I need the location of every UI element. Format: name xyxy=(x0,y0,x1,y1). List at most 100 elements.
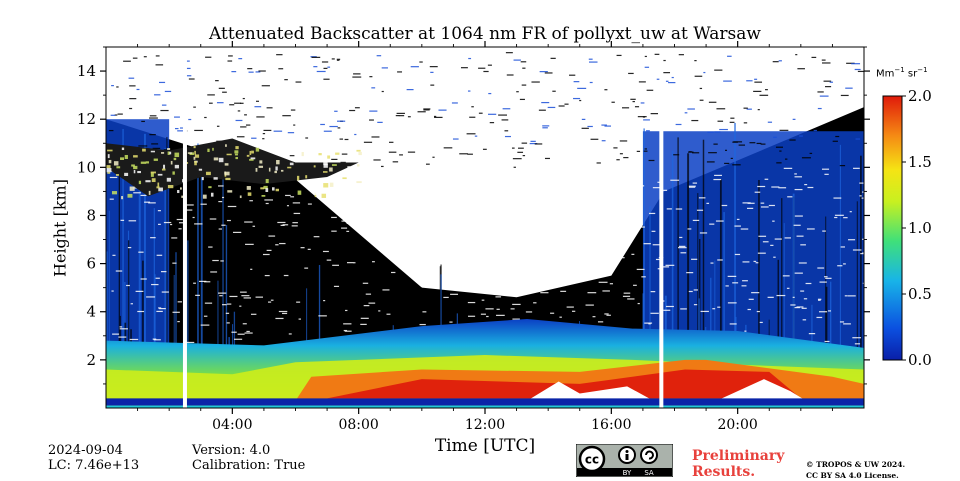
noise-speckle xyxy=(712,308,715,309)
noise-speckle xyxy=(215,80,219,81)
noise-speckle xyxy=(247,68,252,69)
noise-speckle xyxy=(229,296,237,297)
noise-speckle xyxy=(283,224,289,225)
noise-speckle xyxy=(587,126,592,127)
noise-speckle xyxy=(840,321,844,322)
cirrus-speckle xyxy=(142,149,146,152)
signal-streak xyxy=(687,153,689,360)
noise-speckle xyxy=(159,308,166,309)
noise-speckle xyxy=(249,72,254,73)
noise-speckle xyxy=(700,88,702,89)
noise-speckle xyxy=(317,71,326,72)
cirrus-speckle xyxy=(251,157,256,159)
noise-speckle xyxy=(150,237,156,238)
noise-speckle xyxy=(775,238,782,239)
calibration-label: Calibration: True xyxy=(192,458,305,473)
noise-speckle xyxy=(569,75,575,76)
noise-speckle xyxy=(735,254,740,255)
noise-speckle xyxy=(156,55,160,56)
noise-speckle xyxy=(356,194,362,195)
noise-speckle xyxy=(380,226,383,227)
noise-speckle xyxy=(604,125,611,126)
signal-streak xyxy=(672,151,674,360)
noise-speckle xyxy=(606,315,610,316)
noise-speckle xyxy=(645,67,649,68)
noise-speckle xyxy=(121,220,125,221)
noise-speckle xyxy=(516,91,519,92)
noise-speckle xyxy=(120,328,128,329)
noise-speckle xyxy=(221,225,225,226)
noise-speckle xyxy=(222,304,227,305)
noise-speckle xyxy=(430,72,433,73)
noise-speckle xyxy=(859,195,861,196)
noise-speckle xyxy=(531,81,539,82)
noise-speckle xyxy=(512,148,515,149)
noise-speckle xyxy=(497,309,500,310)
noise-speckle xyxy=(437,203,443,204)
noise-speckle xyxy=(748,309,751,310)
noise-speckle xyxy=(382,289,389,290)
noise-speckle xyxy=(172,312,179,313)
noise-speckle xyxy=(323,251,329,252)
noise-speckle xyxy=(582,128,589,129)
noise-speckle xyxy=(378,310,380,311)
cirrus-speckle xyxy=(195,154,199,157)
noise-speckle xyxy=(539,211,541,212)
noise-speckle xyxy=(239,306,241,307)
noise-speckle xyxy=(227,60,232,61)
noise-speckle xyxy=(347,223,353,224)
noise-speckle xyxy=(438,190,441,191)
cirrus-speckle xyxy=(334,175,336,179)
noise-speckle xyxy=(848,295,856,296)
noise-speckle xyxy=(542,125,549,126)
noise-speckle xyxy=(369,111,377,112)
colorbar xyxy=(883,96,902,360)
noise-speckle xyxy=(151,284,158,285)
noise-speckle xyxy=(687,228,691,229)
noise-speckle xyxy=(452,102,458,103)
noise-speckle xyxy=(346,231,349,232)
noise-speckle xyxy=(548,191,556,192)
noise-speckle xyxy=(769,205,775,206)
version-label: Version: 4.0 xyxy=(192,443,270,458)
cirrus-speckle xyxy=(163,165,165,169)
cc-sa-label: SA xyxy=(644,469,654,477)
noise-speckle xyxy=(154,94,160,95)
noise-speckle xyxy=(622,107,629,108)
noise-speckle xyxy=(730,122,735,123)
noise-speckle xyxy=(433,272,438,273)
cirrus-speckle xyxy=(156,186,159,188)
noise-speckle xyxy=(795,273,803,274)
noise-speckle xyxy=(744,122,747,123)
noise-speckle xyxy=(609,199,615,200)
noise-speckle xyxy=(693,182,697,183)
noise-speckle xyxy=(244,297,251,298)
cirrus-speckle xyxy=(274,171,277,173)
noise-speckle xyxy=(650,313,658,314)
preliminary-line-2: Results. xyxy=(692,464,784,480)
noise-speckle xyxy=(426,164,430,165)
noise-speckle xyxy=(430,85,434,86)
noise-speckle xyxy=(758,253,766,254)
cirrus-speckle xyxy=(120,157,124,160)
noise-speckle xyxy=(275,244,278,245)
noise-speckle xyxy=(423,180,426,181)
noise-speckle xyxy=(843,217,847,218)
noise-speckle xyxy=(761,206,769,207)
noise-speckle xyxy=(291,109,295,110)
noise-speckle xyxy=(129,108,132,109)
noise-speckle xyxy=(637,185,644,186)
noise-speckle xyxy=(811,57,816,58)
noise-speckle xyxy=(564,104,568,105)
noise-speckle xyxy=(483,282,490,283)
noise-speckle xyxy=(435,282,437,283)
noise-speckle xyxy=(278,68,283,69)
noise-speckle xyxy=(522,68,525,69)
signal-streak xyxy=(109,211,110,360)
noise-speckle xyxy=(293,202,300,203)
noise-speckle xyxy=(593,316,596,317)
noise-speckle xyxy=(352,76,361,77)
noise-speckle xyxy=(728,276,737,277)
noise-speckle xyxy=(437,270,439,271)
signal-streak xyxy=(249,259,250,360)
